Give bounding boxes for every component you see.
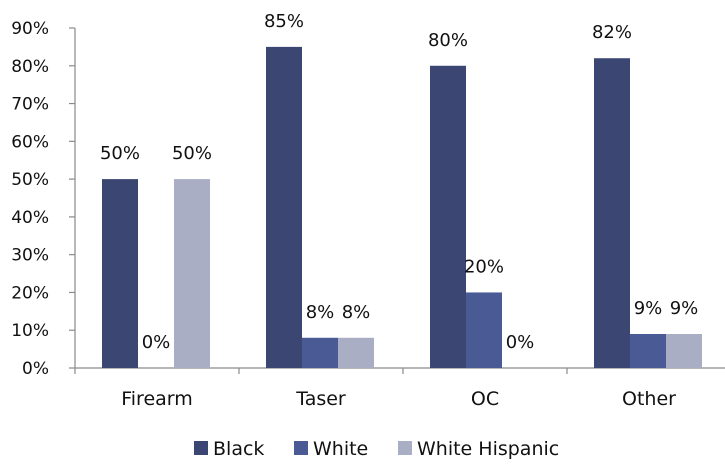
- y-tick-label: 10%: [11, 321, 49, 341]
- data-label: 0%: [506, 332, 535, 353]
- data-label: 0%: [142, 332, 171, 353]
- bar: [338, 337, 374, 368]
- y-tick-label: 30%: [11, 246, 49, 266]
- x-category-label: Firearm: [121, 388, 193, 410]
- legend-swatch: [294, 441, 308, 455]
- bar: [630, 334, 666, 368]
- data-label: 8%: [306, 302, 335, 323]
- x-category-label: Taser: [295, 388, 346, 410]
- x-category-label: OC: [471, 388, 499, 410]
- y-tick-label: 80%: [11, 57, 49, 77]
- legend-swatch: [194, 441, 208, 455]
- data-label: 50%: [172, 143, 212, 164]
- bar: [102, 179, 138, 368]
- bar: [666, 334, 702, 368]
- y-tick-label: 20%: [11, 283, 49, 303]
- y-tick-label: 90%: [11, 19, 49, 39]
- data-label: 20%: [464, 256, 504, 277]
- y-tick-label: 0%: [22, 359, 49, 379]
- data-label: 80%: [428, 30, 468, 51]
- data-label: 50%: [100, 143, 140, 164]
- legend-label: Black: [213, 438, 264, 460]
- x-axis: Firearm Taser OC Other: [74, 367, 725, 410]
- data-label: 82%: [592, 22, 632, 43]
- data-label: 8%: [342, 302, 371, 323]
- y-tick-label: 40%: [11, 208, 49, 228]
- legend-swatch: [398, 441, 412, 455]
- bar: [174, 179, 210, 368]
- data-labels: 50% 85% 80% 82% 0% 8% 20% 9% 50% 8% 0% 9%: [100, 11, 698, 353]
- y-tick-label: 60%: [11, 132, 49, 152]
- bar: [430, 65, 466, 369]
- bars: [102, 46, 702, 369]
- bar: [302, 337, 338, 368]
- x-category-label: Other: [622, 388, 676, 410]
- data-label: 9%: [670, 298, 699, 319]
- y-tick-label: 50%: [11, 170, 49, 190]
- bar: [466, 292, 502, 368]
- data-label: 85%: [264, 11, 304, 32]
- legend: Black White White Hispanic: [194, 438, 559, 460]
- legend-label: White Hispanic: [417, 438, 559, 460]
- y-axis: 0% 10% 20% 30% 40% 50% 60% 70% 80% 90%: [11, 19, 76, 379]
- legend-label: White: [313, 438, 368, 460]
- data-label: 9%: [634, 298, 663, 319]
- bar: [594, 58, 630, 368]
- bar: [266, 46, 302, 369]
- y-tick-label: 70%: [11, 95, 49, 115]
